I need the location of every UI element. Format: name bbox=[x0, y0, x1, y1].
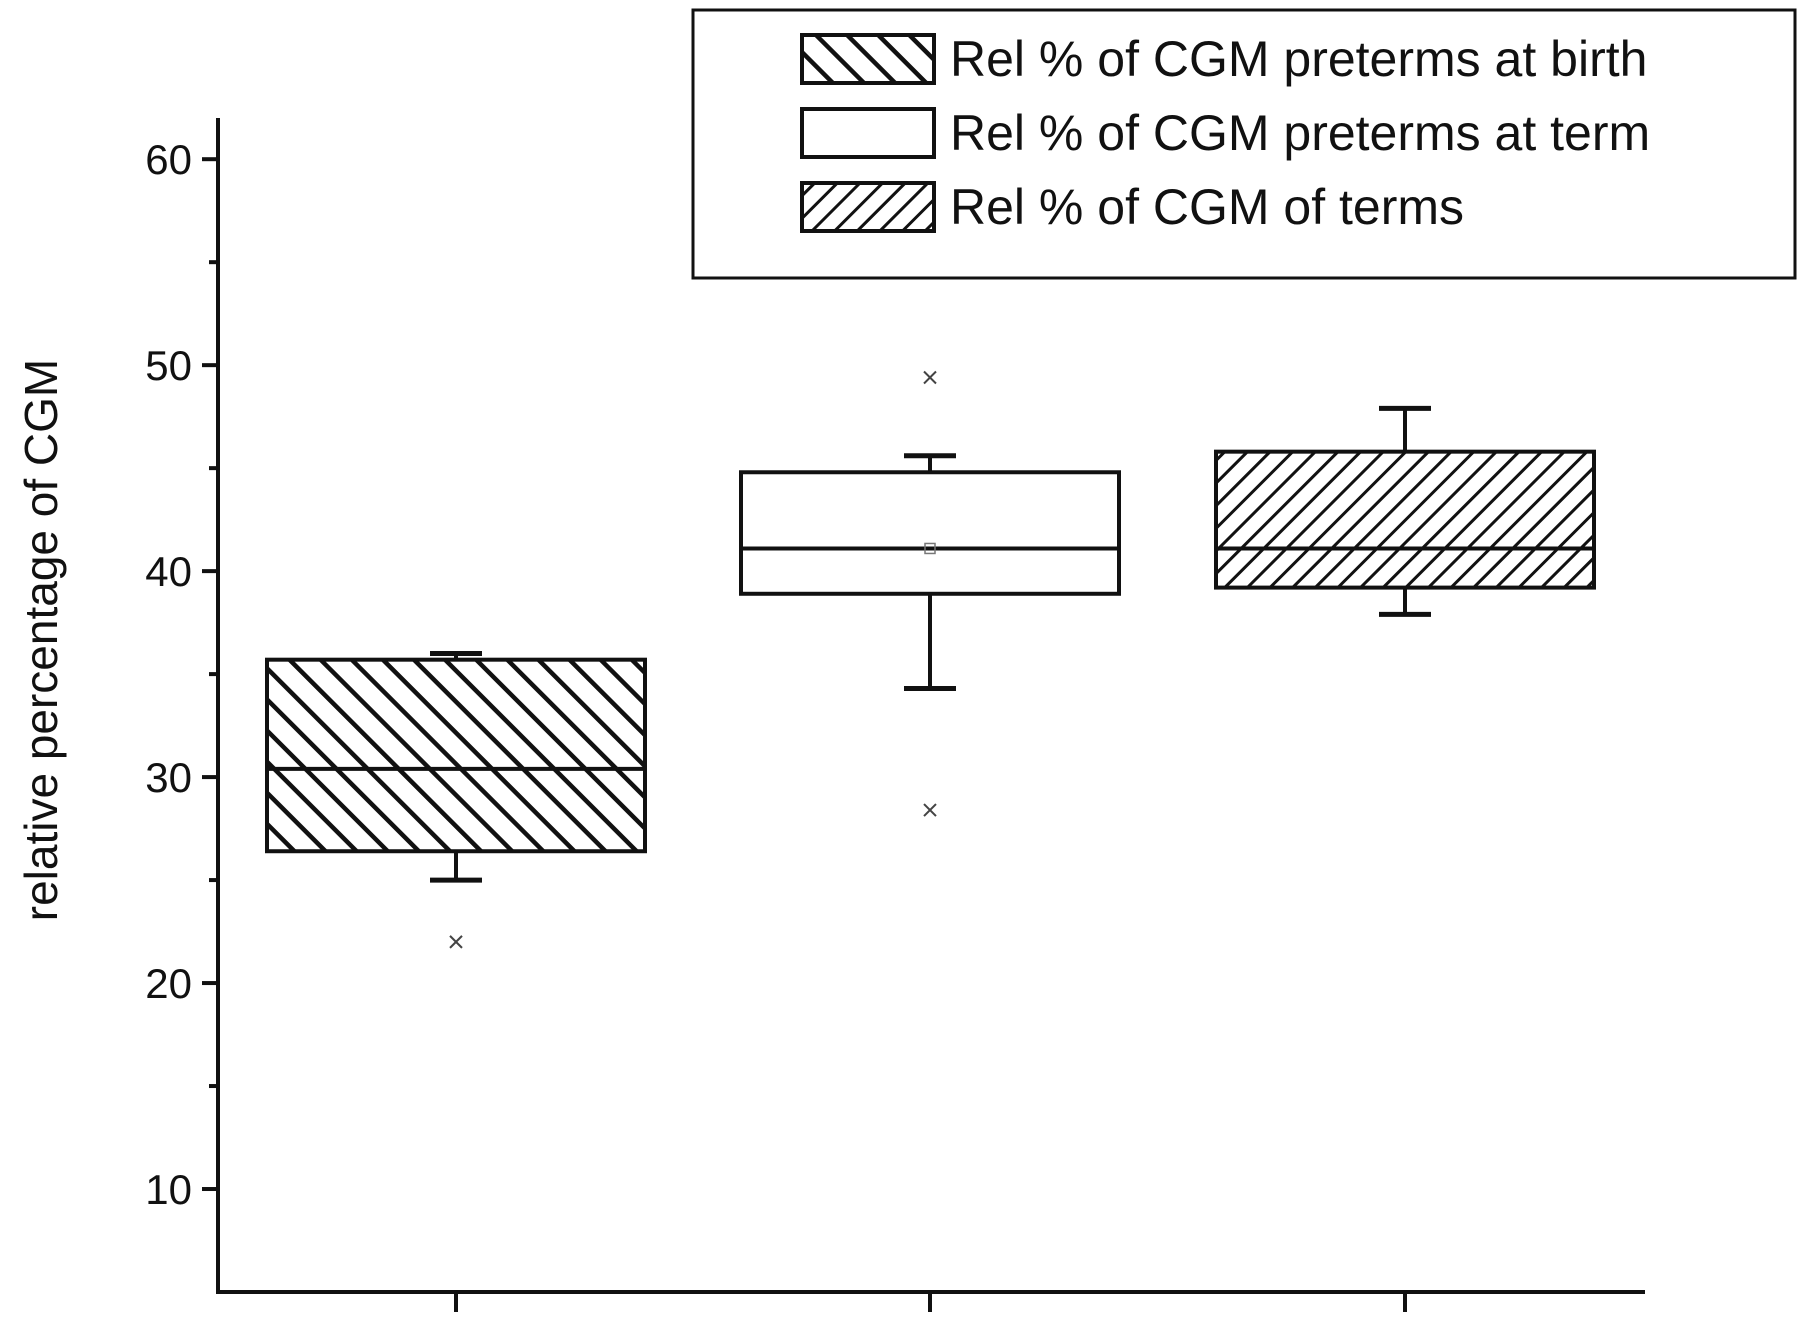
legend-label: Rel % of CGM preterms at term bbox=[950, 105, 1650, 161]
outlier-point bbox=[923, 370, 937, 385]
legend-entry: Rel % of CGM preterms at term bbox=[800, 105, 1650, 161]
legend-swatch bbox=[800, 33, 936, 85]
legend-swatch bbox=[800, 107, 936, 159]
y-tick-label: 30 bbox=[145, 754, 192, 801]
y-tick-label: 20 bbox=[145, 960, 192, 1007]
legend-entry: Rel % of CGM preterms at birth bbox=[800, 31, 1647, 87]
outlier-point bbox=[449, 935, 463, 949]
box-group bbox=[265, 651, 647, 949]
boxes-layer bbox=[265, 370, 1596, 949]
legend-label: Rel % of CGM preterms at birth bbox=[950, 31, 1647, 87]
y-tick-label: 60 bbox=[145, 136, 192, 183]
y-tick-label: 40 bbox=[145, 548, 192, 595]
axes-layer: 10 20 30 40 50 60 relative percentage of CGM bbox=[15, 118, 1645, 1312]
box-group bbox=[739, 370, 1121, 817]
box-iqr bbox=[265, 657, 647, 854]
mean-marker bbox=[924, 542, 936, 555]
y-axis-ticks: 10 20 30 40 50 60 bbox=[145, 136, 218, 1213]
legend-items: Rel % of CGM preterms at birth Rel % of C… bbox=[800, 31, 1650, 235]
box-group bbox=[1214, 405, 1596, 617]
y-tick-label: 10 bbox=[145, 1166, 192, 1213]
legend-label: Rel % of CGM of terms bbox=[950, 179, 1464, 235]
box-iqr bbox=[1214, 449, 1596, 590]
box-iqr bbox=[739, 470, 1121, 596]
x-axis-ticks bbox=[454, 1292, 1407, 1312]
outlier-point bbox=[923, 803, 937, 817]
legend-entry: Rel % of CGM of terms bbox=[800, 179, 1464, 235]
y-axis-label: relative percentage of CGM bbox=[15, 359, 67, 922]
legend-swatch bbox=[800, 181, 936, 233]
y-tick-label: 50 bbox=[145, 342, 192, 389]
legend: Rel % of CGM preterms at birth Rel % of C… bbox=[691, 8, 1797, 280]
